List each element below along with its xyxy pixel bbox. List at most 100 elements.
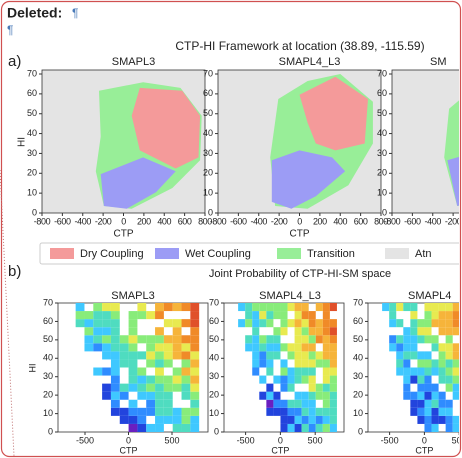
heatmap-cell [315, 407, 323, 416]
heatmap-cell [308, 383, 316, 392]
heatmap-cell [137, 407, 147, 416]
heatmap-cell [190, 367, 200, 376]
heatmap-cell [410, 327, 418, 336]
heatmap-cell [280, 359, 288, 368]
heatmap-cell [417, 335, 425, 344]
heatmap-cell [163, 415, 173, 424]
heatmap-cell [438, 311, 446, 320]
heatmap-cell [259, 319, 267, 328]
subplot-title: SMAPL3 [111, 290, 154, 302]
heatmap-cell [238, 303, 246, 312]
y-tick-label: 30 [203, 148, 213, 158]
heatmap-cell [301, 311, 309, 320]
heatmap-cell [146, 335, 156, 344]
heatmap-cell [128, 311, 138, 320]
y-tick-label: 40 [203, 128, 213, 138]
dry-region [299, 76, 368, 151]
heatmap-cell [294, 335, 302, 344]
y-tick-label: 20 [27, 168, 37, 178]
heatmap-cell [396, 351, 404, 360]
x-axis-label: CTP [120, 445, 138, 455]
heatmap-cell [301, 303, 309, 312]
heatmap-cell [119, 343, 129, 352]
heatmap-cell [266, 303, 274, 312]
heatmap-cell [163, 319, 173, 328]
heatmap-cell [190, 311, 200, 320]
heatmap-cell [396, 303, 404, 312]
heatmap-cell [424, 311, 432, 320]
heatmap-cell [84, 343, 94, 352]
heatmap-cell [93, 327, 103, 336]
heatmap-cell [445, 423, 453, 432]
heatmap-cell [424, 407, 432, 416]
x-tick-label: 800 [198, 216, 212, 226]
heatmap-cell [308, 351, 316, 360]
x-tick-label: -500 [237, 435, 255, 445]
heatmap-cell [308, 359, 316, 368]
heatmap-cell [163, 303, 173, 312]
heatmap-cell [431, 311, 439, 320]
heatmap-cell [181, 303, 191, 312]
y-tick-label: 10 [43, 408, 53, 418]
heatmap-cell [155, 351, 164, 360]
heatmap-cell [452, 423, 459, 432]
heatmap-cell [322, 351, 330, 360]
heatmap-cell [266, 367, 274, 376]
heatmap-cell [294, 375, 302, 384]
heatmap-cell [424, 399, 432, 408]
heatmap-cell [322, 359, 330, 368]
y-tick-label: 10 [377, 188, 387, 198]
heatmap-cell [417, 327, 425, 336]
x-tick-label: 0 [422, 435, 427, 445]
heatmap-cell [315, 351, 323, 360]
heatmap-cell [273, 343, 281, 352]
heatmap-cell [102, 383, 111, 392]
heatmap-cell [181, 423, 191, 432]
y-tick-label: 40 [209, 353, 219, 363]
heatmap-cell [301, 351, 309, 360]
heatmap-cell [410, 399, 418, 408]
x-tick-label: 600 [354, 216, 368, 226]
heatmap-cell [181, 343, 191, 352]
heatmap-cell [389, 319, 397, 328]
heatmap-cell [128, 327, 138, 336]
y-tick-label: 0 [214, 426, 219, 436]
x-tick-label: 400 [333, 216, 347, 226]
legend-label: Wet Coupling [185, 248, 251, 260]
heatmap-cell [322, 407, 330, 416]
x-tick-label: 0 [121, 216, 126, 226]
x-tick-label: -800 [210, 216, 227, 226]
heatmap-cell [329, 407, 337, 416]
heatmap-cell [322, 415, 330, 424]
heatmap-cell [322, 391, 330, 400]
heatmap-cell [438, 375, 446, 384]
heatmap-cell [245, 303, 253, 312]
heatmap-cell [445, 343, 453, 352]
heatmap-cell [280, 367, 288, 376]
heatmap-cell [431, 319, 439, 328]
heatmap-cell [280, 375, 288, 384]
heatmap-cell [403, 351, 411, 360]
heatmap-cell [110, 407, 120, 416]
heatmap-cell [322, 319, 330, 328]
heatmap-cell [431, 407, 439, 416]
heatmap-cell [445, 351, 453, 360]
heatmap-cell [445, 303, 453, 312]
heatmap-cell [329, 335, 337, 344]
heatmap-cell [424, 423, 432, 432]
heatmap-cell [389, 311, 397, 320]
heatmap-cell [410, 391, 418, 400]
heatmap-cell [273, 407, 281, 416]
heatmap-cell [84, 311, 94, 320]
heatmap-cell [181, 367, 191, 376]
y-tick-label: 50 [43, 334, 53, 344]
y-axis-label: HI [17, 137, 28, 147]
heatmap-cell [287, 375, 295, 384]
pilcrow: ¶ [72, 6, 78, 20]
y-tick-label: 70 [203, 68, 213, 78]
heatmap-cell [259, 359, 267, 368]
legend-label: Dry Coupling [80, 248, 144, 260]
heatmap-cell [315, 359, 323, 368]
heatmap-cell [128, 335, 138, 344]
